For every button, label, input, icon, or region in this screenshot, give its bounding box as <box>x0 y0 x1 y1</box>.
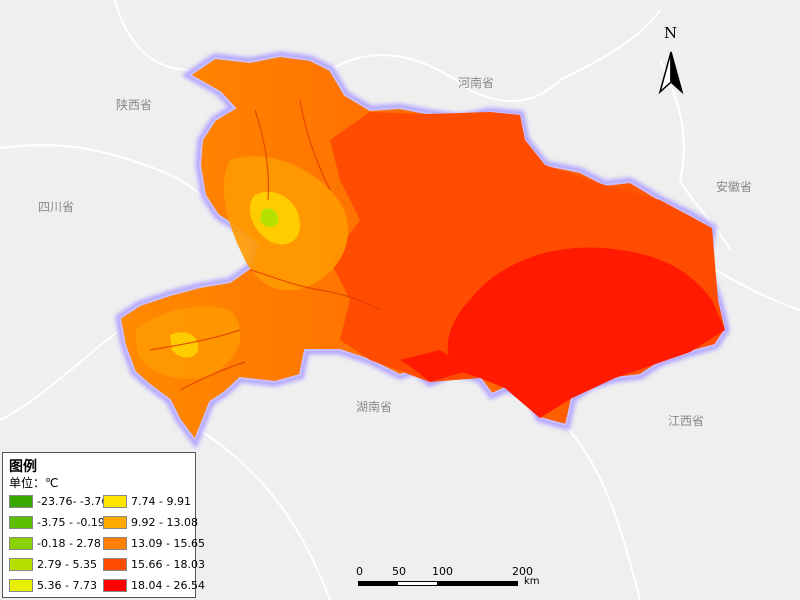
province-label-henan: 河南省 <box>458 76 495 90</box>
scale-unit: km <box>524 576 540 587</box>
legend-swatch <box>9 536 33 550</box>
legend-item: 5.36 - 7.73 <box>9 577 97 593</box>
legend-item-label: 5.36 - 7.73 <box>37 578 97 592</box>
legend-swatch <box>103 578 127 592</box>
legend-item-label: 13.09 - 15.65 <box>131 536 205 550</box>
legend-item-label: -0.18 - 2.78 <box>37 536 101 550</box>
scale-tick-200: 200 <box>512 565 533 578</box>
southwest-ridge-zone <box>170 332 199 358</box>
warm-lowland-south <box>400 350 470 382</box>
province-label-jiangxi: 江西省 <box>668 414 705 428</box>
legend-swatch <box>103 494 127 508</box>
legend-item: 15.66 - 18.03 <box>103 556 205 572</box>
legend-item: -23.76- -3.76 <box>9 493 108 509</box>
scale-tick-0: 0 <box>356 565 363 578</box>
legend-item-label: -23.76- -3.76 <box>37 494 109 508</box>
legend-item: 7.74 - 9.91 <box>103 493 191 509</box>
legend-item-label: 7.74 - 9.91 <box>131 494 191 508</box>
scale-segment-3 <box>437 581 518 586</box>
north-arrow-icon <box>658 51 684 95</box>
north-letter: N <box>664 24 678 42</box>
province-label-anhui: 安徽省 <box>716 180 753 194</box>
legend-item: 18.04 - 26.54 <box>103 577 205 593</box>
legend-item-label: 15.66 - 18.03 <box>131 557 205 571</box>
scale-bar: 0 50 100 200 km <box>356 565 546 595</box>
river-valleys <box>149 99 381 391</box>
legend-swatch <box>103 515 127 529</box>
legend-item-label: 18.04 - 26.54 <box>131 578 205 592</box>
scale-segment-1 <box>358 581 398 586</box>
legend-swatch <box>9 578 33 592</box>
legend-item: 13.09 - 15.65 <box>103 535 205 551</box>
legend-item: -0.18 - 2.78 <box>9 535 101 551</box>
legend-title: 图例 <box>9 459 37 475</box>
coldest-peak-zone <box>260 208 279 228</box>
legend-swatch <box>9 515 33 529</box>
legend-swatch <box>9 557 33 571</box>
scale-tick-100: 100 <box>432 565 453 578</box>
legend-swatch <box>103 536 127 550</box>
legend-unit: 单位：℃ <box>9 476 59 490</box>
warmest-lowland-zone <box>447 247 725 418</box>
legend-item: 9.92 - 13.08 <box>103 514 198 530</box>
legend-swatch <box>9 494 33 508</box>
province-label-hunan: 湖南省 <box>356 400 393 414</box>
legend-item: 2.79 - 5.35 <box>9 556 97 572</box>
north-arrow: N <box>652 24 692 96</box>
legend: 图例 单位：℃ -23.76- -3.76 -3.75 - -0.19 -0.18 … <box>2 452 205 598</box>
province-label-sichuan: 四川省 <box>38 200 75 214</box>
scale-tick-50: 50 <box>392 565 406 578</box>
legend-item-label: -3.75 - -0.19 <box>37 515 105 529</box>
legend-item-label: 9.92 - 13.08 <box>131 515 198 529</box>
legend-item: -3.75 - -0.19 <box>9 514 105 530</box>
scale-segment-2 <box>397 581 438 586</box>
legend-item-label: 2.79 - 5.35 <box>37 557 97 571</box>
province-label-shaanxi: 陕西省 <box>116 98 153 112</box>
legend-swatch <box>103 557 127 571</box>
